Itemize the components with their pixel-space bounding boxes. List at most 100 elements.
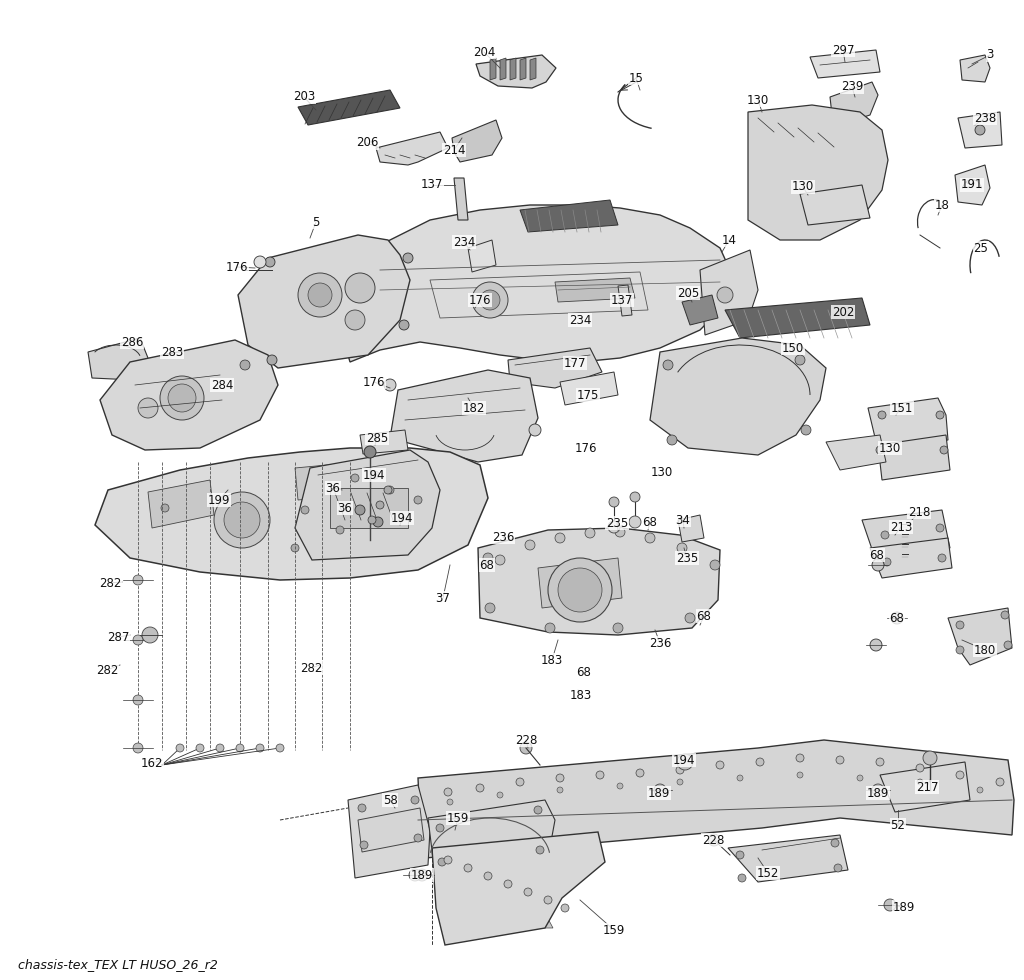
Text: 218: 218 [908, 506, 930, 518]
Circle shape [168, 384, 196, 412]
Text: 159: 159 [446, 811, 469, 824]
Text: 194: 194 [362, 468, 385, 481]
Circle shape [444, 856, 452, 864]
Polygon shape [295, 450, 440, 560]
Circle shape [977, 787, 983, 793]
Circle shape [555, 533, 565, 543]
Circle shape [376, 501, 384, 509]
Polygon shape [955, 165, 990, 205]
Circle shape [645, 533, 655, 543]
Circle shape [484, 872, 492, 880]
Circle shape [368, 516, 376, 524]
Text: 297: 297 [831, 43, 854, 57]
Text: 206: 206 [355, 136, 378, 150]
Polygon shape [510, 58, 516, 80]
Circle shape [685, 613, 695, 623]
Circle shape [133, 695, 143, 705]
Circle shape [872, 559, 884, 571]
Polygon shape [748, 105, 888, 240]
Circle shape [797, 772, 803, 778]
Circle shape [609, 497, 618, 507]
Polygon shape [360, 430, 408, 454]
Text: 175: 175 [577, 388, 599, 402]
Polygon shape [560, 372, 618, 405]
Circle shape [414, 496, 422, 504]
Circle shape [585, 528, 595, 538]
Text: 204: 204 [473, 45, 496, 59]
Circle shape [881, 531, 889, 539]
Text: 68: 68 [869, 549, 885, 562]
Circle shape [876, 446, 884, 454]
Text: 191: 191 [961, 178, 983, 191]
Polygon shape [468, 240, 496, 272]
Circle shape [534, 806, 542, 814]
Circle shape [831, 839, 839, 847]
Text: 284: 284 [211, 378, 233, 391]
Circle shape [916, 764, 924, 772]
Circle shape [857, 775, 863, 781]
Circle shape [504, 880, 512, 888]
Circle shape [480, 290, 500, 310]
Circle shape [956, 771, 964, 779]
Circle shape [545, 623, 555, 633]
Text: 177: 177 [564, 357, 587, 369]
Polygon shape [961, 55, 990, 82]
Circle shape [938, 554, 946, 562]
Polygon shape [728, 835, 848, 882]
Polygon shape [700, 250, 758, 335]
Circle shape [1001, 611, 1009, 619]
Circle shape [447, 799, 453, 805]
Polygon shape [870, 538, 952, 578]
Circle shape [936, 524, 944, 532]
Polygon shape [830, 82, 878, 122]
Circle shape [834, 864, 842, 872]
Text: 36: 36 [338, 502, 352, 514]
Text: 130: 130 [879, 442, 901, 455]
Polygon shape [878, 435, 950, 480]
Circle shape [876, 758, 884, 766]
Circle shape [717, 287, 733, 303]
Polygon shape [358, 808, 424, 852]
Polygon shape [508, 348, 602, 388]
Text: 217: 217 [915, 780, 938, 794]
Text: 239: 239 [841, 80, 863, 93]
Text: 68: 68 [643, 515, 657, 528]
Text: 137: 137 [610, 293, 633, 307]
Polygon shape [725, 298, 870, 338]
Circle shape [160, 376, 204, 420]
Polygon shape [868, 398, 948, 450]
Circle shape [301, 506, 309, 514]
Polygon shape [95, 448, 488, 580]
Circle shape [416, 869, 428, 881]
Circle shape [520, 742, 532, 754]
Polygon shape [520, 200, 618, 232]
Polygon shape [454, 178, 468, 220]
Circle shape [360, 841, 368, 849]
Circle shape [142, 627, 158, 643]
Circle shape [265, 257, 275, 267]
Text: 236: 236 [492, 530, 514, 544]
Circle shape [923, 751, 937, 765]
Polygon shape [826, 435, 886, 470]
Circle shape [483, 553, 493, 563]
Circle shape [940, 446, 948, 454]
Text: 58: 58 [383, 794, 397, 807]
Text: 159: 159 [603, 923, 626, 937]
Polygon shape [800, 185, 870, 225]
Text: 176: 176 [362, 375, 385, 388]
Polygon shape [348, 785, 430, 878]
Text: 189: 189 [648, 787, 670, 800]
Text: 137: 137 [421, 178, 443, 191]
Circle shape [596, 771, 604, 779]
Polygon shape [862, 510, 950, 558]
Text: chassis-tex_TEX LT HUSO_26_r2: chassis-tex_TEX LT HUSO_26_r2 [18, 958, 218, 971]
Circle shape [384, 486, 392, 494]
Circle shape [548, 558, 612, 622]
Text: 235: 235 [606, 516, 628, 529]
Circle shape [756, 758, 764, 766]
Circle shape [240, 360, 250, 370]
Circle shape [544, 896, 552, 904]
Circle shape [629, 516, 641, 528]
Polygon shape [376, 132, 449, 165]
Polygon shape [338, 205, 730, 362]
